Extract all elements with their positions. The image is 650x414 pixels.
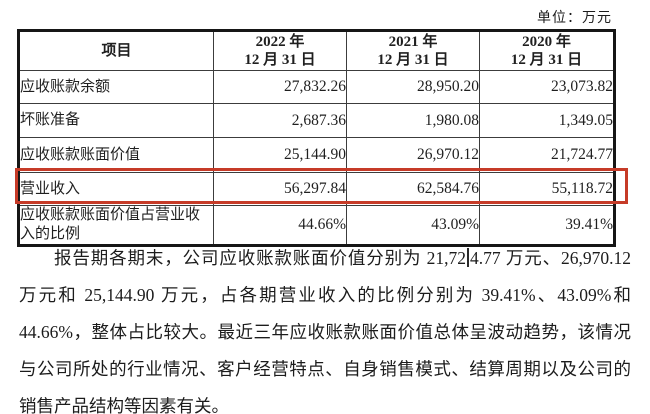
table-row-operating-revenue: 营业收入 56,297.84 62,584.76 55,118.72 [18,172,615,206]
col-header-item: 项目 [18,30,214,71]
cell-value: 1,349.05 [479,103,615,138]
receivables-table: 项目 2022 年 12 月 31 日 2021 年 12 月 31 日 202… [17,29,616,247]
cell-value: 39.41% [479,205,615,246]
row-label: 坏账准备 [18,103,214,138]
col-header-2020-date: 12 月 31 日 [510,52,583,68]
col-header-2022-date: 12 月 31 日 [244,52,316,68]
col-header-item-label: 项目 [101,43,132,59]
cell-value: 44.66% [213,205,347,246]
row-label: 应收账款账面价值 [18,137,214,173]
table-row-ratio-to-revenue: 应收账款账面价值占营业收入的比例 44.66% 43.09% 39.41% [18,205,615,246]
cell-value: 43.09% [346,205,480,246]
col-header-2022: 2022 年 12 月 31 日 [213,30,347,71]
cell-value: 62,584.76 [346,172,480,206]
paragraph-text-after-cursor: 4.77 万元、26,970.12 万元和 25,144.90 万元，占各期营业… [19,248,632,414]
cell-value: 1,980.08 [346,103,480,138]
table-row-bad-debt-provision: 坏账准备 2,687.36 1,980.08 1,349.05 [18,103,615,138]
table-row-receivable-book-value: 应收账款账面价值 25,144.90 26,970.12 21,724.77 [18,137,615,173]
cell-value: 55,118.72 [479,172,615,206]
row-label: 应收账款账面价值占营业收入的比例 [18,205,214,246]
col-header-2021-year: 2021 年 [388,34,438,50]
col-header-2021: 2021 年 12 月 31 日 [346,30,480,71]
col-header-2020-year: 2020 年 [522,34,571,50]
cell-value: 2,687.36 [213,103,347,138]
cell-value: 23,073.82 [479,70,615,104]
analysis-paragraph: 报告期各期末，公司应收账款账面价值分别为 21,72 4.77 万元、26,970… [19,240,631,414]
text-cursor [467,248,470,267]
col-header-2021-date: 12 月 31 日 [377,52,449,68]
cell-value: 28,950.20 [346,70,480,104]
cell-value: 27,832.26 [213,70,347,104]
table-header-row: 项目 2022 年 12 月 31 日 2021 年 12 月 31 日 202… [18,30,615,71]
unit-label: 单位：万元 [537,11,612,26]
paragraph-text-before-cursor: 报告期各期末，公司应收账款账面价值分别为 21,72 [54,248,467,268]
cell-value: 25,144.90 [213,137,347,173]
col-header-2022-year: 2022 年 [255,34,305,50]
cell-value: 21,724.77 [479,137,615,173]
row-label: 应收账款余额 [18,70,214,104]
table-row-receivable-balance: 应收账款余额 27,832.26 28,950.20 23,073.82 [18,70,615,104]
col-header-2020: 2020 年 12 月 31 日 [479,30,615,71]
red-highlight-box [15,168,628,204]
